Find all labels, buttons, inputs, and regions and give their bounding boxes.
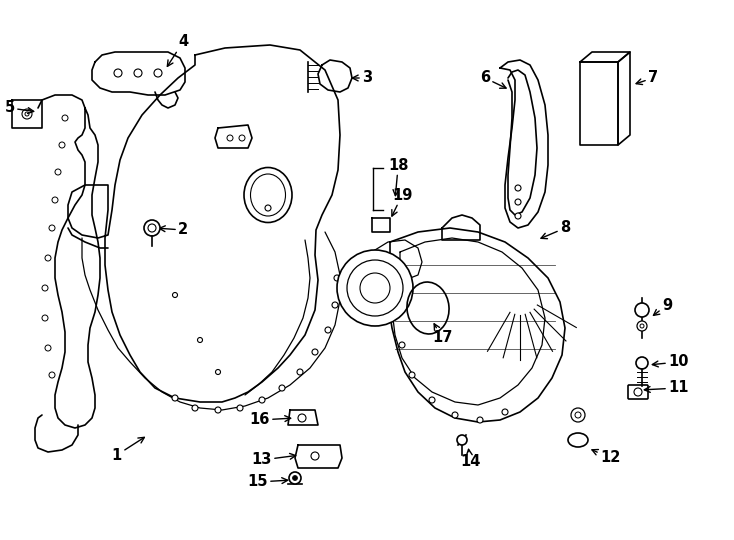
Text: 9: 9: [653, 298, 672, 315]
Circle shape: [197, 338, 203, 342]
Text: 4: 4: [167, 35, 188, 66]
Circle shape: [635, 303, 649, 317]
Circle shape: [45, 255, 51, 261]
Circle shape: [298, 414, 306, 422]
Circle shape: [49, 225, 55, 231]
Circle shape: [332, 302, 338, 308]
Circle shape: [239, 135, 245, 141]
Text: 15: 15: [247, 475, 288, 489]
Circle shape: [148, 224, 156, 232]
Circle shape: [237, 405, 243, 411]
Circle shape: [144, 220, 160, 236]
Circle shape: [45, 345, 51, 351]
Circle shape: [62, 115, 68, 121]
Circle shape: [215, 407, 221, 413]
Circle shape: [172, 395, 178, 401]
Circle shape: [640, 324, 644, 328]
Circle shape: [59, 142, 65, 148]
Circle shape: [429, 397, 435, 403]
Circle shape: [49, 372, 55, 378]
Circle shape: [515, 213, 521, 219]
Text: 12: 12: [592, 449, 620, 465]
Text: 17: 17: [432, 324, 452, 346]
Text: 14: 14: [460, 449, 480, 469]
Text: 13: 13: [252, 453, 296, 468]
Circle shape: [457, 435, 467, 445]
Circle shape: [192, 405, 198, 411]
Circle shape: [293, 476, 297, 481]
Text: 18: 18: [388, 158, 409, 195]
Circle shape: [575, 412, 581, 418]
Circle shape: [259, 397, 265, 403]
Text: 11: 11: [644, 381, 688, 395]
Circle shape: [227, 135, 233, 141]
Text: 2: 2: [159, 222, 188, 238]
Text: 16: 16: [250, 413, 291, 428]
Circle shape: [289, 472, 301, 484]
Text: 6: 6: [480, 71, 506, 88]
Circle shape: [22, 109, 32, 119]
Circle shape: [515, 185, 521, 191]
Circle shape: [52, 197, 58, 203]
Circle shape: [409, 372, 415, 378]
Text: 1: 1: [112, 437, 145, 462]
Text: 8: 8: [541, 220, 570, 239]
Circle shape: [25, 112, 29, 116]
Circle shape: [399, 342, 405, 348]
Circle shape: [515, 199, 521, 205]
Circle shape: [452, 412, 458, 418]
Circle shape: [216, 369, 220, 375]
Circle shape: [502, 409, 508, 415]
Circle shape: [154, 69, 162, 77]
Circle shape: [571, 408, 585, 422]
Circle shape: [55, 169, 61, 175]
Text: 7: 7: [636, 71, 658, 85]
Circle shape: [172, 293, 178, 298]
Text: 5: 5: [4, 100, 34, 116]
Circle shape: [634, 388, 642, 396]
Circle shape: [311, 452, 319, 460]
Circle shape: [392, 307, 398, 313]
Circle shape: [279, 385, 285, 391]
Text: 3: 3: [352, 71, 372, 85]
Circle shape: [360, 273, 390, 303]
Text: 10: 10: [653, 354, 688, 369]
Circle shape: [114, 69, 122, 77]
Circle shape: [637, 321, 647, 331]
Circle shape: [347, 260, 403, 316]
Circle shape: [334, 275, 340, 281]
Circle shape: [312, 349, 318, 355]
Circle shape: [42, 315, 48, 321]
Circle shape: [42, 285, 48, 291]
Circle shape: [477, 417, 483, 423]
Circle shape: [297, 369, 303, 375]
Circle shape: [265, 205, 271, 211]
Circle shape: [134, 69, 142, 77]
Text: 19: 19: [392, 187, 413, 216]
Circle shape: [325, 327, 331, 333]
Circle shape: [337, 250, 413, 326]
Circle shape: [636, 357, 648, 369]
